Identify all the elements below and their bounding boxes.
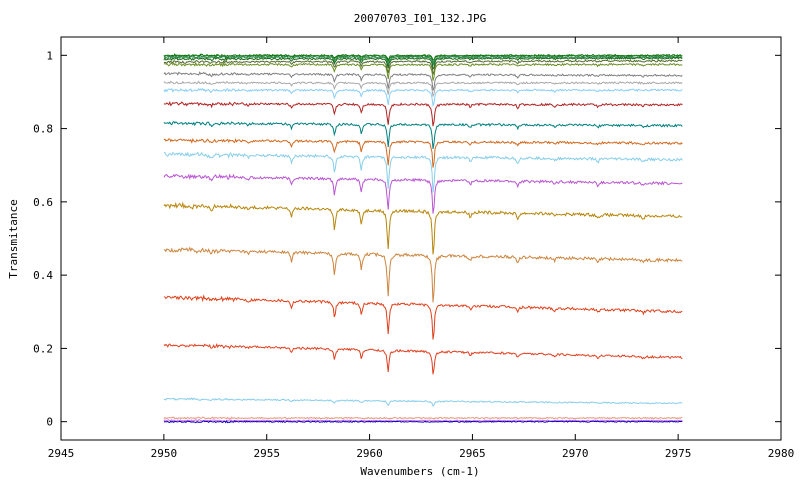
x-tick-label: 2945	[48, 447, 75, 460]
x-axis: 2945 2950 2955 2960 2965 2970 2975 2980	[48, 37, 795, 460]
x-tick-label: 2950	[151, 447, 178, 460]
x-tick-label: 2970	[562, 447, 589, 460]
y-axis: 0 0.2 0.4 0.6 0.8 1	[33, 49, 781, 429]
series-line	[163, 71, 683, 91]
y-axis-label: Transmitance	[7, 199, 20, 278]
series-line	[163, 416, 683, 420]
series-line	[163, 246, 683, 303]
y-tick-label: 0.2	[33, 342, 53, 355]
x-tick-label: 2960	[356, 447, 383, 460]
y-tick-label: 0	[46, 416, 53, 429]
x-tick-label: 2965	[459, 447, 486, 460]
series-line	[163, 343, 683, 375]
x-axis-label: Wavenumbers (cm-1)	[360, 465, 479, 478]
series-line	[163, 56, 683, 71]
y-tick-label: 0.8	[33, 123, 53, 136]
series-line	[163, 151, 683, 193]
x-tick-label: 2980	[768, 447, 795, 460]
series-group	[163, 53, 683, 424]
series-line	[163, 397, 683, 407]
y-tick-label: 0.6	[33, 196, 53, 209]
y-tick-label: 1	[46, 49, 53, 62]
plot-frame	[60, 36, 782, 441]
series-line	[163, 59, 683, 76]
series-line	[163, 80, 683, 97]
series-line	[163, 61, 683, 81]
chart-title: 20070703_I01_132.JPG	[354, 12, 486, 25]
series-line	[163, 420, 683, 424]
series-line	[163, 87, 683, 108]
series-line	[163, 137, 683, 168]
x-tick-label: 2975	[665, 447, 692, 460]
y-tick-label: 0.4	[33, 269, 53, 282]
series-line	[163, 294, 683, 340]
x-tick-label: 2955	[253, 447, 280, 460]
series-line	[163, 173, 683, 214]
series-line	[163, 419, 683, 423]
series-line	[163, 120, 683, 149]
series-line	[163, 201, 683, 255]
series-line	[163, 100, 683, 127]
